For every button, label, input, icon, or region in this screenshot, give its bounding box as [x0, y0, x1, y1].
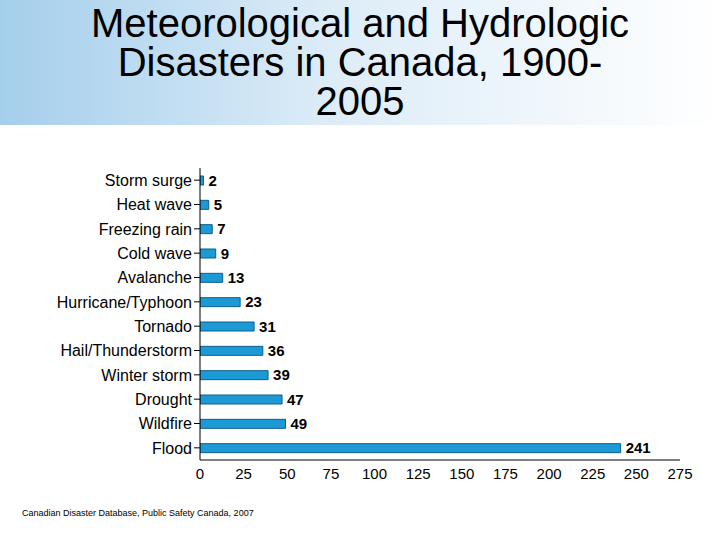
svg-text:Winter storm: Winter storm: [101, 367, 192, 384]
svg-text:Tornado: Tornado: [134, 318, 192, 335]
svg-text:Heat wave: Heat wave: [116, 196, 192, 213]
svg-text:Freezing rain: Freezing rain: [99, 221, 192, 238]
svg-text:47: 47: [287, 391, 304, 408]
svg-text:Flood: Flood: [152, 440, 192, 457]
svg-text:125: 125: [406, 465, 431, 482]
html-text:Meteorological and Hydrologic: Meteorological and Hydrologic Disasters …: [91, 1, 629, 123]
svg-text:7: 7: [217, 220, 225, 237]
svg-text:5: 5: [214, 196, 222, 213]
svg-text:200: 200: [537, 465, 562, 482]
svg-text:Storm surge: Storm surge: [105, 172, 192, 189]
svg-text:150: 150: [449, 465, 474, 482]
svg-text:Hail/Thunderstorm: Hail/Thunderstorm: [60, 342, 192, 359]
svg-text:100: 100: [362, 465, 387, 482]
svg-text:250: 250: [624, 465, 649, 482]
svg-text:Cold wave: Cold wave: [117, 245, 192, 262]
svg-text:225: 225: [580, 465, 605, 482]
svg-text:241: 241: [626, 439, 651, 456]
svg-text:50: 50: [279, 465, 296, 482]
svg-text:275: 275: [667, 465, 692, 482]
svg-text:0: 0: [196, 465, 204, 482]
svg-text:Drought: Drought: [135, 391, 192, 408]
svg-text:9: 9: [221, 245, 229, 262]
svg-text:31: 31: [259, 318, 276, 335]
svg-text:Hurricane/Typhoon: Hurricane/Typhoon: [57, 294, 192, 311]
svg-text:Avalanche: Avalanche: [118, 269, 193, 286]
svg-text:175: 175: [493, 465, 518, 482]
svg-text:13: 13: [228, 269, 245, 286]
svg-text:25: 25: [235, 465, 252, 482]
svg-text:49: 49: [291, 415, 308, 432]
svg-text:39: 39: [273, 366, 290, 383]
svg-text:23: 23: [245, 293, 262, 310]
svg-text:Wildfire: Wildfire: [139, 415, 192, 432]
svg-text:75: 75: [323, 465, 340, 482]
html-text:Canadian Disaster Database, Pu: Canadian Disaster Database, Public Safet…: [22, 508, 254, 518]
svg-text:36: 36: [268, 342, 285, 359]
svg-text:2: 2: [208, 172, 216, 189]
